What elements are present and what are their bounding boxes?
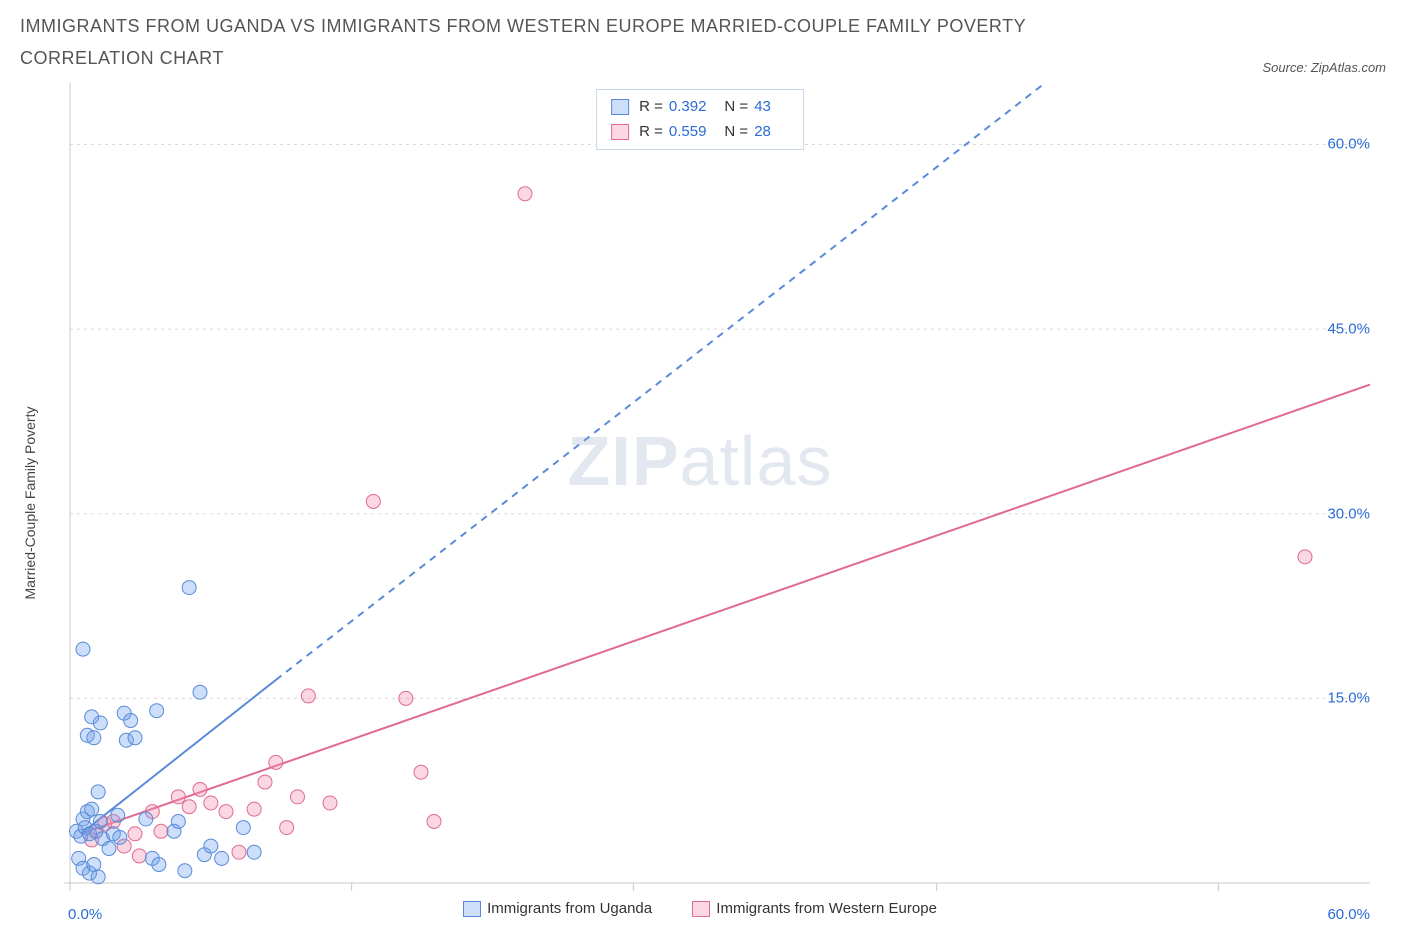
source-attribution: Source: ZipAtlas.com [1262,60,1386,75]
chart-container: Married-Couple Family Poverty ZIPatlas R… [20,83,1380,923]
stats-row-a: R = 0.392 N = 43 [611,94,789,120]
y-tick-label: 15.0% [1327,690,1370,707]
legend-item-a: Immigrants from Uganda [463,900,652,917]
stats-row-b: R = 0.559 N = 28 [611,119,789,145]
swatch-a [463,901,481,917]
y-tick-label: 60.0% [1327,136,1370,153]
y-tick-label: 45.0% [1327,320,1370,337]
swatch-a [611,99,629,115]
swatch-b [611,124,629,140]
swatch-b [692,901,710,917]
stats-legend: R = 0.392 N = 43 R = 0.559 N = 28 [596,89,804,150]
chart-title: IMMIGRANTS FROM UGANDA VS IMMIGRANTS FRO… [20,10,1070,75]
y-axis-label: Married-Couple Family Poverty [22,406,38,599]
series-legend: Immigrants from Uganda Immigrants from W… [20,900,1380,921]
scatter-chart [20,83,1380,923]
legend-item-b: Immigrants from Western Europe [692,900,937,917]
y-tick-label: 30.0% [1327,505,1370,522]
